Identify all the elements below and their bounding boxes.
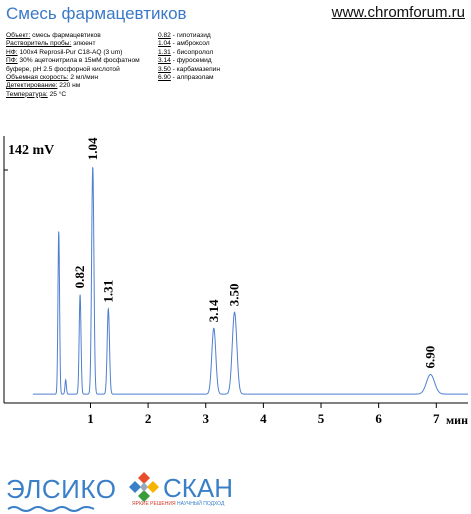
peak-label: 3.14 [206, 299, 221, 322]
scan-logo: СКАН [163, 473, 234, 503]
conditions-block: Объект: смесь фармацевтиков Растворитель… [6, 32, 156, 99]
peak-label: 1.04 [85, 137, 100, 160]
peak-list-item: 6.90 - алпразолам [158, 74, 214, 82]
x-axis-label: мин [446, 413, 468, 427]
condition-row: Детектирование: 220 нм [6, 82, 81, 90]
condition-row: Объемная скорость: 2 мл/мин [6, 74, 98, 82]
chromatogram-chart: 142 mV 1 2 3 4 5 6 7 мин 0.82 1.04 1.31 3.14 3.50 6.90 [3, 136, 468, 427]
x-tick-label: 6 [375, 411, 382, 426]
peak-label: 6.90 [423, 346, 438, 369]
peak-list-item: 0.82 - гипотиазид [158, 32, 211, 39]
peak-list-item: 1.31 - бисопролол [158, 48, 214, 56]
peak-label: 0.82 [72, 266, 87, 289]
x-tick-label: 5 [318, 411, 325, 426]
peak-list: 0.82 - гипотиазид 1.04 - амброксол 1.31 … [158, 32, 298, 82]
x-tick-label: 2 [145, 411, 152, 426]
peak-list-item: 3.50 - карбамазепин [158, 65, 220, 73]
x-tick-label: 1 [87, 411, 94, 426]
condition-row: Объект: смесь фармацевтиков [6, 32, 101, 39]
elsico-wave-icon [7, 506, 95, 512]
condition-row: буфере, pH 2.5 фосфорной кислотой [6, 65, 120, 73]
condition-row: НФ: 100x4 Reprosil-Pur C18-AQ (3 um) [6, 48, 123, 56]
x-tick-label: 7 [433, 411, 440, 426]
condition-row: ПФ: 30% ацетонитрила в 15мМ фосфатном [6, 57, 140, 65]
condition-row: Растворитель пробы: элюент [6, 40, 96, 48]
peak-list-item: 1.04 - амброксол [158, 40, 210, 48]
elsico-logo: ЭЛСИКО [6, 474, 117, 504]
condition-row: Температура: 25 °C [6, 90, 67, 98]
slogan: ЯРКИЕ РЕШЕНИЯ НАУЧНЫЙ ПОДХОД [132, 501, 225, 507]
chart-title: Смесь фармацевтиков [6, 4, 187, 23]
x-tick-label: 4 [260, 411, 267, 426]
peak-list-item: 3.14 - фуросемид [158, 57, 212, 65]
chromatogram-trace [32, 167, 468, 395]
footer-logos: ЭЛСИКО СКАН ЯРКИЕ РЕШЕНИЯ НАУЧНЫЙ ПОДХОД [0, 466, 471, 514]
scan-crystal-icon [129, 472, 159, 502]
peak-label: 1.31 [100, 280, 115, 303]
y-axis-label: 142 mV [8, 143, 54, 158]
site-link[interactable]: www.chromforum.ru [331, 4, 465, 21]
peak-label: 3.50 [227, 283, 242, 306]
x-tick-label: 3 [202, 411, 209, 426]
